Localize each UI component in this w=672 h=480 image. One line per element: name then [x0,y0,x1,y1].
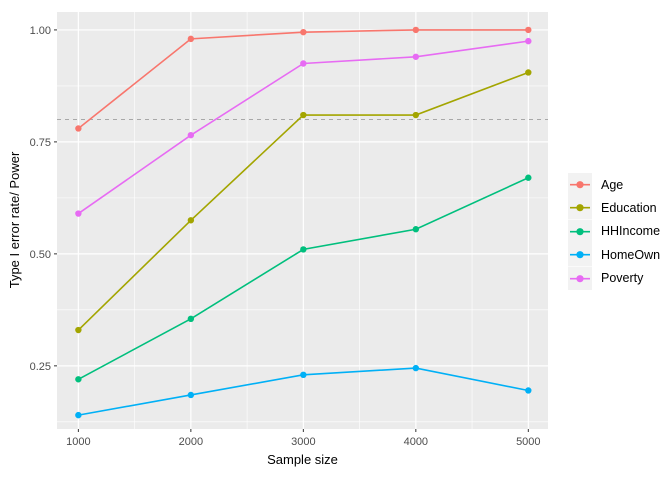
x-tick-label: 3000 [291,436,315,448]
data-point-homeown [412,364,420,372]
data-point-poverty [412,53,420,60]
data-point-age [75,125,82,132]
legend-key-icon [568,243,592,267]
x-tick-label: 2000 [179,436,203,448]
data-point-hhincome [300,246,307,253]
legend-key-icon [568,196,592,220]
x-tick-label: 5000 [516,436,540,448]
data-point-age [412,26,420,34]
data-point-age [187,35,195,43]
data-point-education [412,111,420,119]
legend-item-education: Education [568,196,660,220]
y-tick-label: 0.25 [30,361,51,373]
panel-background [57,12,548,429]
legend: Age Education HHIncome HomeOwn Poverty [568,173,660,290]
data-point-hhincome [187,315,195,323]
legend-key-icon [568,173,592,197]
data-point-poverty [300,60,307,67]
y-tick-label: 0.75 [30,137,51,149]
data-point-homeown [300,371,307,379]
data-point-hhincome [525,174,532,181]
data-point-age [300,28,307,36]
y-axis-title: Type I error rate/ Power [7,151,22,289]
legend-label: Age [601,177,624,192]
data-point-education [525,69,532,76]
legend-item-age: Age [568,173,660,197]
legend-item-hhincome: HHIncome [568,219,661,244]
data-point-age [525,26,532,34]
legend-label: Poverty [601,271,644,286]
legend-label: Education [601,201,657,216]
data-point-education [187,217,195,224]
x-tick-label: 1000 [66,436,90,448]
data-point-homeown [525,387,532,394]
data-point-hhincome [412,226,420,233]
legend-key-icon [568,219,592,244]
legend-label: HomeOwn [601,247,661,262]
legend-item-homeown: HomeOwn [568,243,661,267]
x-tick-label: 4000 [404,436,428,448]
x-axis-title: Sample size [267,452,338,467]
data-point-homeown [75,411,82,419]
legend-key-icon [568,266,592,290]
data-point-poverty [75,210,82,217]
y-tick-label: 1.00 [30,25,51,37]
y-tick-label: 0.50 [30,249,51,261]
data-point-education [75,326,82,334]
data-point-poverty [187,131,195,139]
data-point-homeown [187,391,195,399]
legend-label: HHIncome [601,224,661,239]
data-point-education [300,111,307,119]
data-point-poverty [525,37,532,45]
legend-item-poverty: Poverty [568,266,660,290]
data-point-hhincome [75,376,82,383]
